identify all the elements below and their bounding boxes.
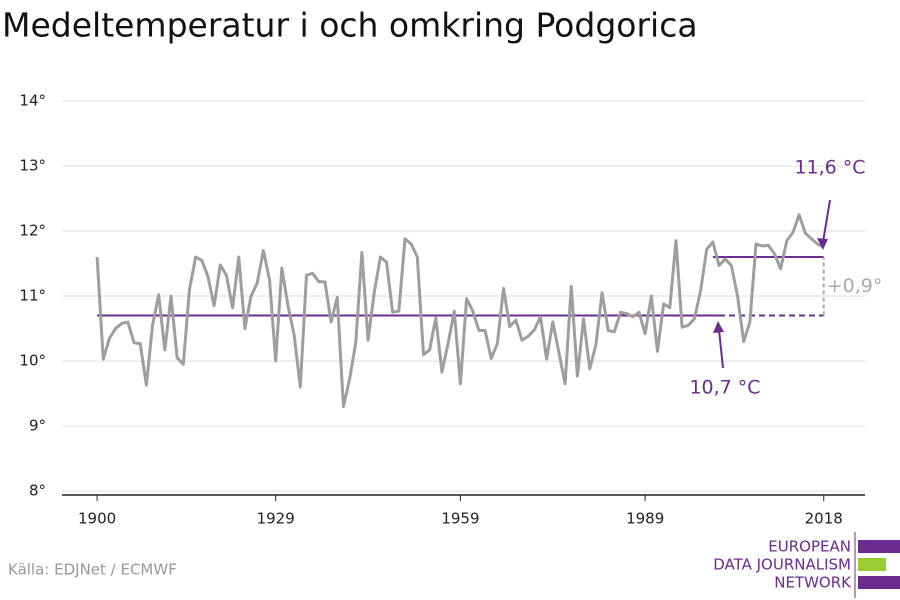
x-tick-label: 1959 <box>441 510 479 528</box>
x-tick-label: 1989 <box>626 510 664 528</box>
chart-title: Medeltemperatur i och omkring Podgorica <box>2 6 698 45</box>
difference-label: +0,9° <box>827 275 883 297</box>
line-series <box>95 213 825 409</box>
annotation-arrow <box>718 329 724 369</box>
source: Källa: EDJNet / ECMWF <box>8 561 177 579</box>
logo-bar <box>858 576 900 589</box>
annotation-arrow <box>822 199 831 243</box>
y-tick-label: 13° <box>19 157 46 175</box>
logo-bar <box>858 558 886 571</box>
logo-bar <box>858 540 900 553</box>
annotation: 10,7 °C <box>689 377 760 399</box>
y-tick-label: 11° <box>19 287 46 305</box>
logo-text: NETWORK <box>774 574 852 592</box>
annotation: 11,6 °C <box>794 157 865 179</box>
arrowhead <box>713 321 724 333</box>
x-tick-label: 1900 <box>78 510 116 528</box>
logo-text: DATA JOURNALISM <box>713 556 851 574</box>
x-tick-label: 2018 <box>805 510 843 528</box>
y-tick-label: 14° <box>19 92 46 110</box>
logo-text: EUROPEAN <box>768 538 851 556</box>
y-tick-label: 12° <box>19 222 46 240</box>
arrowhead <box>817 238 828 250</box>
x-tick-label: 1929 <box>257 510 295 528</box>
y-tick-label: 10° <box>19 352 46 370</box>
y-tick-label: 8° <box>29 482 46 500</box>
y-tick-label: 9° <box>29 417 46 435</box>
